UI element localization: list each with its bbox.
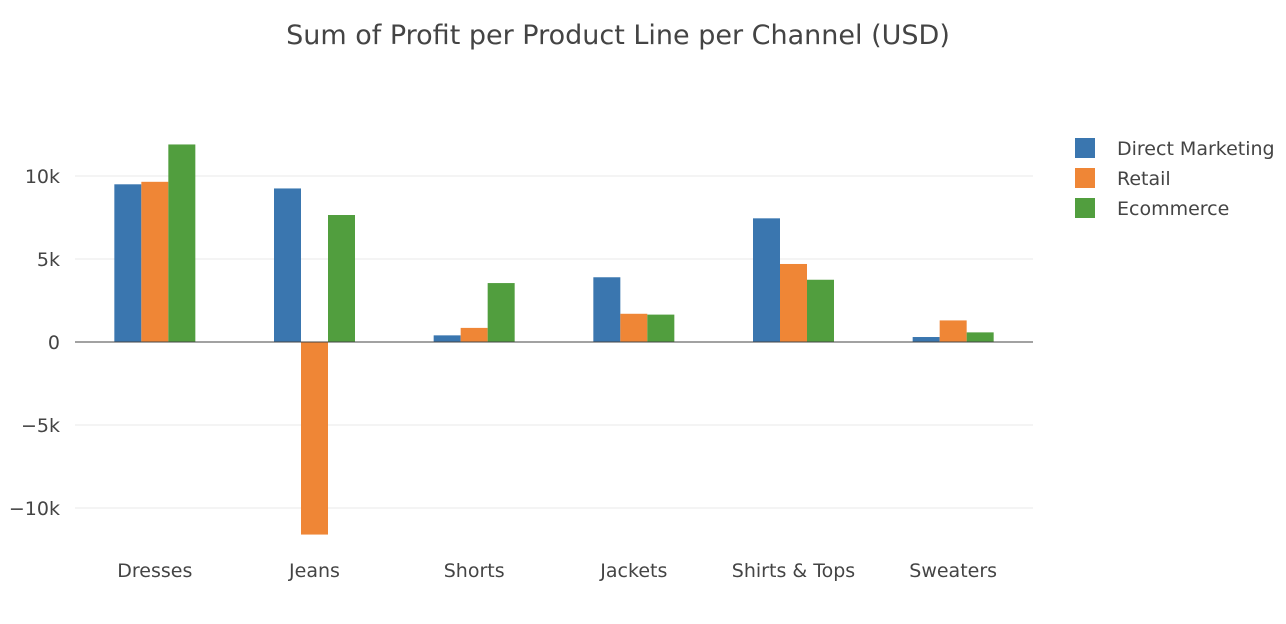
bar[interactable] [460,327,488,342]
legend-item[interactable]: Direct Marketing [1075,138,1275,160]
legend-item[interactable]: Retail [1075,168,1171,190]
gridlines [75,175,1033,509]
bar[interactable] [487,283,515,342]
bar[interactable] [433,335,461,342]
y-tick-label: 5k [37,249,60,271]
x-tick-label: Sweaters [909,560,997,582]
x-tick-label: Jackets [599,560,667,582]
bar[interactable] [939,320,967,342]
bar[interactable] [274,188,301,342]
bar[interactable] [620,313,648,342]
bar[interactable] [966,332,994,342]
y-tick-label: −5k [21,415,60,437]
legend-label: Ecommerce [1117,198,1229,220]
x-tick-label: Shirts & Tops [732,560,855,582]
y-axis-ticks: 10k 5k 0 −5k −10k [9,166,60,520]
legend[interactable]: Direct Marketing Retail Ecommerce [1075,138,1275,220]
bar[interactable] [807,279,834,342]
bar[interactable] [328,215,355,342]
bar[interactable] [141,181,169,342]
bars [114,144,994,535]
bar[interactable] [780,263,807,342]
y-tick-label: 0 [48,332,60,354]
bar[interactable] [647,314,675,342]
y-tick-label: −10k [9,498,60,520]
x-tick-label: Shorts [444,560,505,582]
chart-title: Sum of Profit per Product Line per Chann… [286,20,950,51]
y-tick-label: 10k [25,166,60,188]
bar[interactable] [593,277,621,342]
legend-label: Retail [1117,168,1171,190]
bar[interactable] [753,218,780,342]
legend-swatch [1075,168,1095,188]
bar[interactable] [912,337,940,342]
bar[interactable] [168,144,196,342]
x-axis-ticks: Dresses Jeans Shorts Jackets Shirts & Tops Sw… [117,560,997,582]
legend-item[interactable]: Ecommerce [1075,198,1229,220]
bar[interactable] [301,342,328,535]
x-tick-label: Dresses [117,560,192,582]
bar[interactable] [114,184,142,342]
legend-swatch [1075,198,1095,218]
legend-swatch [1075,138,1095,158]
legend-label: Direct Marketing [1117,138,1275,160]
x-tick-label: Jeans [288,560,340,582]
